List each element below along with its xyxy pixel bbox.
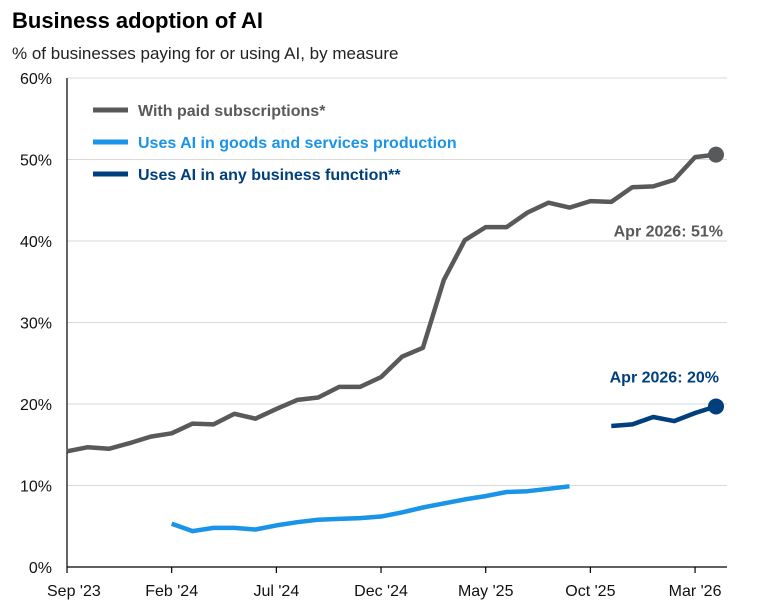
- x-tick-label: May '25: [458, 583, 514, 600]
- chart-title: Business adoption of AI: [12, 8, 263, 33]
- annotations: Apr 2026: 51% Apr 2026: 20%: [610, 224, 723, 387]
- x-tick-label: Dec '24: [354, 583, 408, 600]
- x-axis-ticks: Sep '23 Feb '24 Jul '24 Dec '24 May '25 Oct '…: [47, 567, 722, 600]
- gridlines: [67, 77, 727, 486]
- series-lines: [66, 146, 724, 534]
- x-tick-label: Sep '23: [47, 583, 101, 600]
- series-line-0: [66, 152, 717, 454]
- legend-label-1: Uses AI in goods and services production: [138, 135, 457, 152]
- series-line-1: [170, 484, 570, 534]
- series-line-2: [611, 404, 717, 429]
- annotation-0: Apr 2026: 51%: [614, 224, 723, 241]
- annotation-1: Apr 2026: 20%: [610, 369, 719, 386]
- legend-label-0: With paid subscriptions*: [138, 103, 326, 120]
- y-tick-label: 0%: [29, 560, 52, 577]
- endpoint-marker-1: [708, 398, 724, 415]
- legend-label-2: Uses AI in any business function**: [138, 167, 401, 184]
- y-axis-ticks: 0% 10% 20% 30% 40% 50% 60%: [20, 71, 52, 577]
- y-tick-label: 10%: [20, 479, 52, 496]
- y-tick-label: 50%: [20, 153, 52, 170]
- y-tick-label: 20%: [20, 397, 52, 414]
- y-tick-label: 40%: [20, 234, 52, 251]
- y-tick-label: 30%: [20, 316, 52, 333]
- endpoint-marker-0: [708, 146, 724, 163]
- x-tick-label: Jul '24: [253, 583, 299, 600]
- x-tick-label: Oct '25: [565, 583, 615, 600]
- y-tick-label: 60%: [20, 71, 52, 88]
- chart-subtitle: % of businesses paying for or using AI, …: [12, 44, 398, 63]
- legend: With paid subscriptions* Uses AI in goods…: [93, 103, 457, 184]
- x-tick-label: Mar '26: [669, 583, 722, 600]
- x-tick-label: Feb '24: [145, 583, 198, 600]
